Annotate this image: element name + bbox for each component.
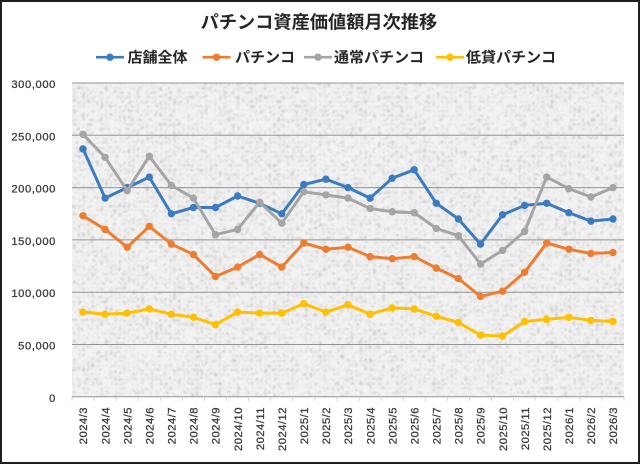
svg-text:50,000: 50,000	[18, 341, 56, 353]
svg-text:2026/1: 2026/1	[564, 407, 576, 444]
svg-text:2025/11: 2025/11	[520, 407, 532, 450]
svg-text:200,000: 200,000	[11, 184, 56, 196]
svg-text:100,000: 100,000	[11, 288, 56, 300]
svg-text:2024/5: 2024/5	[122, 407, 134, 444]
svg-text:2025/7: 2025/7	[432, 407, 444, 444]
svg-text:2025/6: 2025/6	[409, 407, 421, 444]
svg-text:2024/11: 2024/11	[255, 407, 267, 450]
svg-text:2025/3: 2025/3	[343, 407, 355, 444]
svg-text:150,000: 150,000	[11, 236, 56, 248]
svg-text:250,000: 250,000	[11, 131, 56, 143]
svg-text:2024/6: 2024/6	[145, 407, 157, 444]
svg-text:2025/9: 2025/9	[476, 407, 488, 444]
svg-text:2025/5: 2025/5	[387, 407, 399, 444]
svg-text:2024/7: 2024/7	[167, 407, 179, 444]
svg-text:2025/10: 2025/10	[498, 407, 510, 451]
svg-text:2025/2: 2025/2	[321, 407, 333, 444]
svg-text:2025/1: 2025/1	[299, 407, 311, 444]
svg-text:2025/8: 2025/8	[454, 407, 466, 444]
svg-text:2024/12: 2024/12	[277, 407, 289, 451]
svg-text:2025/4: 2025/4	[365, 407, 377, 444]
svg-text:2024/3: 2024/3	[78, 407, 90, 444]
svg-text:300,000: 300,000	[11, 79, 56, 91]
svg-text:0: 0	[49, 393, 56, 405]
svg-text:2024/9: 2024/9	[211, 407, 223, 444]
svg-text:2024/4: 2024/4	[100, 407, 112, 444]
svg-text:2025/12: 2025/12	[542, 407, 554, 451]
svg-text:2026/3: 2026/3	[608, 407, 620, 444]
svg-text:2026/2: 2026/2	[586, 407, 598, 444]
svg-text:2024/10: 2024/10	[233, 407, 245, 451]
svg-text:2024/8: 2024/8	[189, 407, 201, 444]
